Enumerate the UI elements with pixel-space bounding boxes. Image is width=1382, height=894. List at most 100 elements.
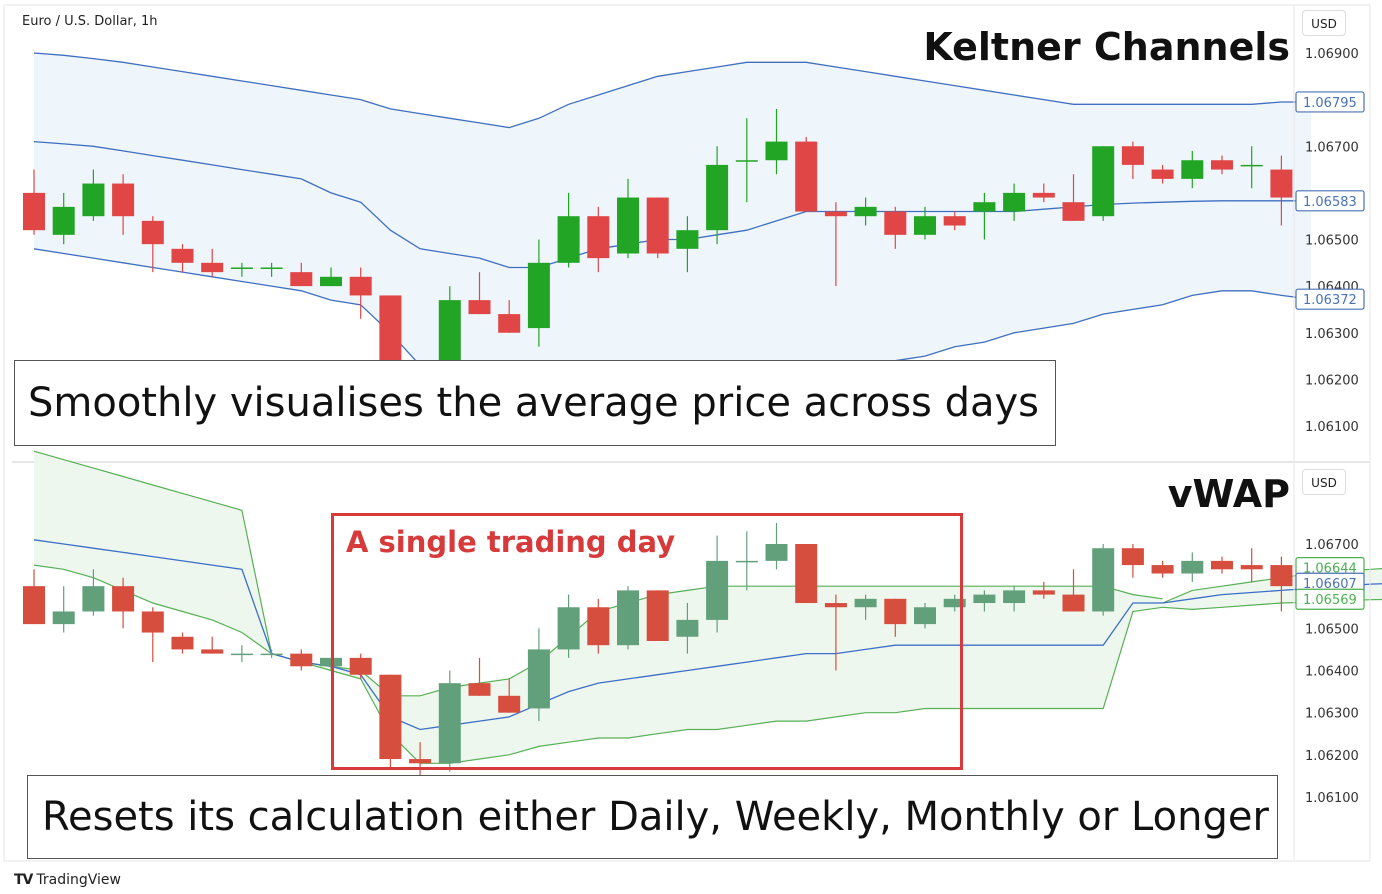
keltner-y-tick-label: 1.06500 [1305, 234, 1359, 249]
keltner-price-tag-label: 1.06372 [1303, 293, 1357, 308]
keltner-candle [1151, 169, 1174, 179]
keltner-candle [706, 164, 729, 231]
keltner-candle [23, 192, 45, 231]
vwap-y-tick-label: 1.06300 [1305, 707, 1359, 722]
vwap-upper-band [33, 450, 273, 654]
vwap-candle [409, 759, 432, 764]
vwap-candle [260, 653, 283, 656]
keltner-candle [201, 262, 224, 273]
keltner-candle [943, 216, 966, 226]
vwap-price-tag-label: 1.06607 [1303, 577, 1357, 592]
keltner-candle [1211, 160, 1233, 170]
currency-button-bottom[interactable]: USD [1302, 469, 1346, 495]
vwap-candle [884, 598, 907, 625]
vwap-line [271, 602, 1163, 731]
vwap-y-tick-label: 1.06100 [1305, 791, 1359, 806]
keltner-candle [1062, 202, 1085, 221]
vwap-candle [82, 586, 105, 612]
brand-name: TradingView [36, 872, 121, 888]
vwap-candle [795, 544, 818, 604]
keltner-candle [230, 267, 253, 269]
vwap-candle [1181, 560, 1204, 574]
keltner-candle [1240, 164, 1263, 167]
keltner-price-tag-box [1295, 91, 1365, 113]
keltner-candle [349, 276, 372, 296]
keltner-candle [52, 206, 75, 235]
keltner-candle [884, 211, 907, 235]
tradingview-logo[interactable]: TV TradingView [14, 872, 121, 888]
vwap-candle [617, 590, 639, 646]
keltner-price-tag-label: 1.06583 [1303, 195, 1357, 210]
keltner-candle [527, 262, 550, 329]
currency-button-top[interactable]: USD [1302, 10, 1346, 36]
trading-day-label: A single trading day [346, 525, 676, 559]
keltner-candle [795, 141, 818, 212]
keltner-candle [1270, 169, 1293, 198]
keltner-price-tag: 1.06372 [1295, 288, 1365, 310]
keltner-candle [498, 314, 521, 333]
keltner-candle [854, 206, 877, 217]
keltner-candle [557, 216, 580, 263]
vwap-price-tag-box [1295, 588, 1365, 610]
keltner-candle [1003, 192, 1026, 212]
vwap-y-tick-label: 1.06500 [1305, 622, 1359, 637]
trading-day-highlight [331, 513, 963, 770]
keltner-candle [735, 160, 758, 162]
keltner-candle [765, 141, 788, 161]
vwap-y-tick-label: 1.06400 [1305, 665, 1359, 680]
vwap-band-fill [34, 451, 272, 654]
vwap-candle [498, 695, 521, 713]
keltner-candle [646, 197, 669, 254]
keltner-candle [824, 211, 847, 217]
vwap-candle [201, 649, 224, 654]
keltner-candle [973, 202, 996, 212]
keltner-candle [82, 183, 105, 217]
vwap-candle [468, 683, 491, 696]
vwap-candle [557, 607, 580, 650]
vwap-candle [23, 586, 45, 625]
vwap-candle [379, 674, 402, 760]
keltner-upper-line [33, 52, 1312, 129]
keltner-candle [141, 220, 164, 245]
vwap-candle [527, 649, 550, 709]
vwap-candle [735, 560, 758, 563]
keltner-candle [320, 276, 342, 287]
vwap-candle [1003, 590, 1026, 604]
vwap-line [1162, 583, 1382, 604]
vwap-price-tag-label: 1.06569 [1303, 593, 1357, 608]
vwap-candle [171, 636, 194, 650]
vwap-candle [824, 603, 847, 608]
keltner-y-tick-label: 1.06300 [1305, 327, 1359, 342]
vwap-candle [1121, 548, 1144, 566]
keltner-candle [171, 248, 194, 263]
vwap-candle [1062, 594, 1085, 612]
vwap-candle [112, 586, 135, 612]
vwap-candle [230, 653, 253, 656]
keltner-candle [290, 272, 313, 287]
vwap-line [33, 539, 273, 654]
vwap-title: vWAP [1167, 472, 1290, 516]
vwap-candle [676, 619, 699, 637]
vwap-candle [765, 544, 788, 561]
keltner-candle [1181, 160, 1204, 179]
keltner-y-tick-label: 1.06100 [1305, 420, 1359, 435]
vwap-lower-band [1162, 598, 1382, 611]
vwap-candle [290, 653, 313, 667]
vwap-y-tick-label: 1.06200 [1305, 749, 1359, 764]
keltner-candle [468, 300, 491, 315]
vwap-candle [1092, 548, 1115, 612]
vwap-candle [646, 590, 669, 641]
vwap-candle [349, 657, 372, 675]
vwap-candle [914, 607, 936, 625]
keltner-y-tick-label: 1.06700 [1305, 140, 1359, 155]
vwap-candle [1032, 590, 1055, 595]
keltner-y-tick-label: 1.06200 [1305, 373, 1359, 388]
vwap-candle [438, 683, 461, 764]
symbol-label[interactable]: Euro / U.S. Dollar, 1h [22, 14, 158, 29]
vwap-candle [1211, 560, 1233, 570]
vwap-candle [854, 598, 877, 608]
keltner-candle [617, 197, 639, 254]
vwap-candle [1240, 565, 1263, 570]
